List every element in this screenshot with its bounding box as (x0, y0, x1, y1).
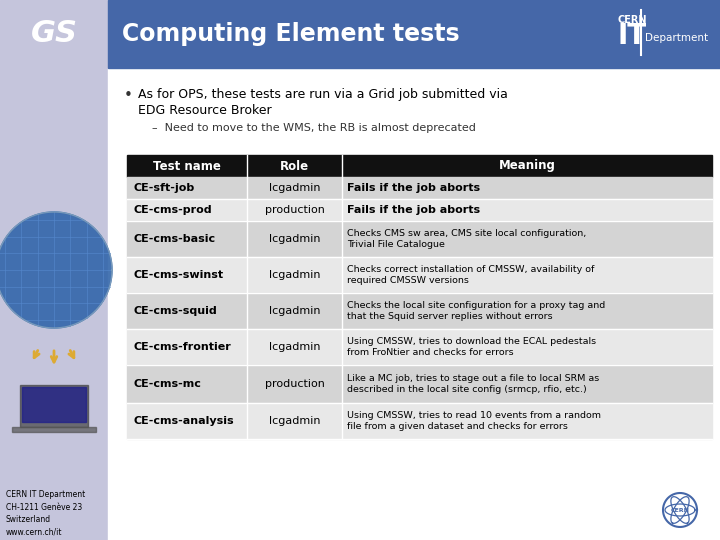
Bar (127, 257, 712, 293)
Text: IT: IT (618, 22, 647, 50)
Text: lcgadmin: lcgadmin (269, 342, 320, 352)
Text: Test name: Test name (153, 159, 221, 172)
Text: lcgadmin: lcgadmin (269, 306, 320, 316)
Text: GS: GS (30, 19, 78, 49)
Bar (108, 68, 720, 540)
Text: Using CMSSW, tries to download the ECAL pedestals
from FroNtier and checks for e: Using CMSSW, tries to download the ECAL … (347, 337, 596, 357)
Text: Role: Role (280, 159, 309, 172)
Text: CERN IT Department
CH-1211 Genève 23
Switzerland
www.cern.ch/it: CERN IT Department CH-1211 Genève 23 Swi… (6, 490, 85, 537)
Text: As for OPS, these tests are run via a Grid job submitted via: As for OPS, these tests are run via a Gr… (138, 88, 508, 101)
Text: CE-cms-frontier: CE-cms-frontier (133, 342, 230, 352)
Bar (22, 387, 86, 422)
Text: Checks CMS sw area, CMS site local configuration,
Trivial File Catalogue: Checks CMS sw area, CMS site local confi… (347, 229, 586, 249)
Bar (127, 221, 712, 257)
Text: Computing Element tests: Computing Element tests (122, 22, 459, 46)
Text: lcgadmin: lcgadmin (269, 234, 320, 244)
Text: CERN: CERN (670, 508, 690, 512)
Text: CE-sft-job: CE-sft-job (133, 183, 194, 193)
Text: lcgadmin: lcgadmin (269, 183, 320, 193)
Text: CERN: CERN (618, 15, 647, 25)
Text: –  Need to move to the WMS, the RB is almost deprecated: – Need to move to the WMS, the RB is alm… (152, 123, 476, 133)
Bar (108, 0, 720, 68)
Text: CE-cms-basic: CE-cms-basic (133, 234, 215, 244)
Bar (127, 177, 712, 199)
Circle shape (0, 212, 112, 328)
Text: lcgadmin: lcgadmin (269, 416, 320, 426)
Bar (127, 329, 712, 365)
Bar (0, 0, 108, 540)
Bar (127, 155, 712, 177)
Bar (127, 365, 712, 403)
Text: Fails if the job aborts: Fails if the job aborts (347, 205, 480, 215)
Text: Fails if the job aborts: Fails if the job aborts (347, 183, 480, 193)
Text: •: • (124, 88, 133, 103)
Text: CE-cms-prod: CE-cms-prod (133, 205, 212, 215)
Text: CE-cms-analysis: CE-cms-analysis (133, 416, 233, 426)
Text: Checks correct installation of CMSSW, availability of
required CMSSW versions: Checks correct installation of CMSSW, av… (347, 265, 595, 285)
Text: lcgadmin: lcgadmin (269, 270, 320, 280)
Bar (12, 427, 96, 432)
Bar (127, 293, 712, 329)
Bar (127, 199, 712, 221)
Text: Checks the local site configuration for a proxy tag and
that the Squid server re: Checks the local site configuration for … (347, 301, 606, 321)
Text: CE-cms-swinst: CE-cms-swinst (133, 270, 223, 280)
Text: production: production (264, 379, 325, 389)
Text: production: production (264, 205, 325, 215)
Text: CE-cms-squid: CE-cms-squid (133, 306, 217, 316)
Bar (20, 385, 88, 427)
Bar (127, 403, 712, 439)
Text: Using CMSSW, tries to read 10 events from a random
file from a given dataset and: Using CMSSW, tries to read 10 events fro… (347, 411, 601, 431)
Text: EDG Resource Broker: EDG Resource Broker (138, 104, 271, 117)
Text: Like a MC job, tries to stage out a file to local SRM as
described in the local : Like a MC job, tries to stage out a file… (347, 374, 599, 394)
Text: Meaning: Meaning (498, 159, 555, 172)
Text: CE-cms-mc: CE-cms-mc (133, 379, 201, 389)
Text: Department: Department (645, 33, 708, 43)
